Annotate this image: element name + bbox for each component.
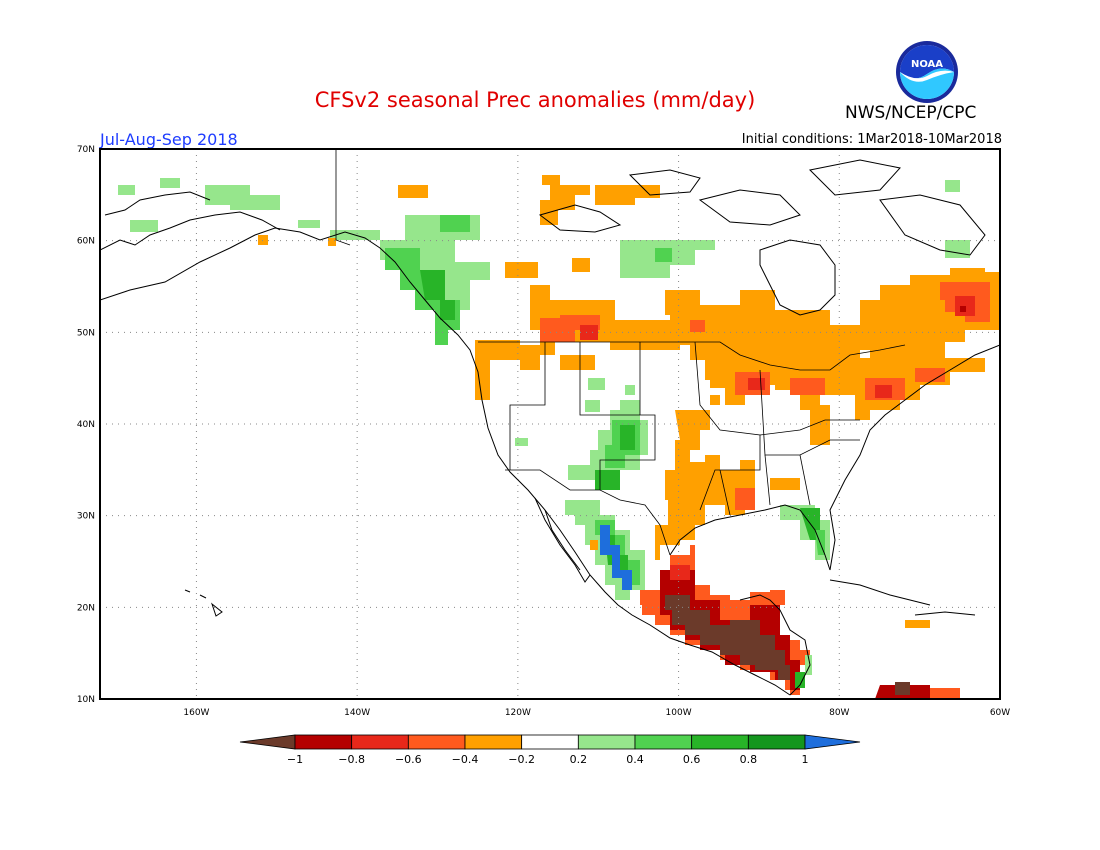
colorbar-segment [521, 734, 579, 750]
colorbar-low-arrow [239, 734, 296, 750]
lat-tick-label: 20N [77, 603, 95, 613]
map-frame [99, 148, 1001, 700]
colorbar-high-arrow [804, 734, 861, 750]
lat-tick-label: 10N [77, 695, 95, 705]
colorbar-segment [294, 734, 353, 750]
lon-tick-label: 160W [183, 708, 209, 718]
lon-tick-label: 80W [829, 708, 849, 718]
lat-tick-label: 50N [77, 328, 95, 338]
colorbar: −1 −0.8 −0.6 −0.4 −0.2 0.2 0.4 0.6 0.8 1 [239, 734, 861, 766]
lon-tick-label: 120W [505, 708, 531, 718]
colorbar-tick-label: 1 [802, 753, 809, 766]
lat-tick-label: 40N [77, 420, 95, 430]
colorbar-segment [747, 734, 806, 750]
colorbar-segment [351, 734, 409, 750]
lat-tick-label: 70N [77, 145, 95, 155]
graticule [100, 149, 1000, 699]
colorbar-tick-label: 0.6 [683, 753, 701, 766]
lon-tick-label: 100W [666, 708, 692, 718]
colorbar-segment [407, 734, 466, 750]
colorbar-tick-label: −0.8 [338, 753, 365, 766]
lon-tick-label: 140W [344, 708, 370, 718]
colorbar-tick-label: −0.6 [395, 753, 422, 766]
coastlines [100, 159, 1000, 696]
colorbar-tick-label: −0.2 [508, 753, 535, 766]
lat-tick-label: 60N [77, 237, 95, 247]
colorbar-tick-label: 0.2 [570, 753, 588, 766]
colorbar-segment [577, 734, 636, 750]
colorbar-segment [691, 734, 749, 750]
colorbar-segment [464, 734, 523, 750]
colorbar-segment [634, 734, 693, 750]
anomaly-fields [118, 175, 1000, 699]
lon-tick-label: 60W [990, 708, 1010, 718]
colorbar-tick-label: 0.4 [626, 753, 644, 766]
lat-tick-label: 30N [77, 512, 95, 522]
season-label: Jul-Aug-Sep 2018 [100, 130, 238, 149]
agency-label: NWS/NCEP/CPC [845, 103, 977, 123]
noaa-logo: NOAA [896, 41, 958, 103]
logo-text: NOAA [911, 59, 943, 70]
colorbar-tick-label: −0.4 [452, 753, 479, 766]
colorbar-tick-label: 0.8 [740, 753, 758, 766]
chart-title: CFSv2 seasonal Prec anomalies (mm/day) [314, 88, 756, 112]
initial-conditions-label: Initial conditions: 1Mar2018-10Mar2018 [741, 132, 1002, 147]
political-borders [335, 150, 906, 556]
axis-labels: 70N 60N 50N 40N 30N 20N 10N 160W 140W 120W 100W 80W… [77, 145, 1010, 718]
colorbar-tick-label: −1 [287, 753, 303, 766]
